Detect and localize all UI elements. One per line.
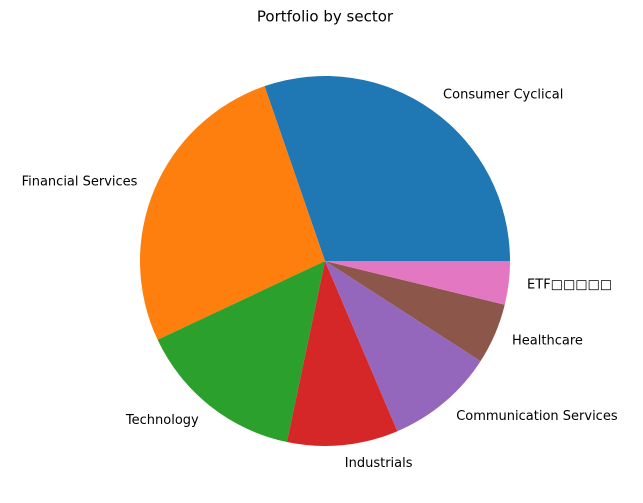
- slice-label: Healthcare: [512, 334, 583, 349]
- pie-slice: [157, 261, 325, 443]
- slice-label: Industrials: [345, 456, 413, 471]
- chart-title: Portfolio by sector: [257, 8, 394, 26]
- pie-slice: [264, 75, 510, 262]
- slice-label: Technology: [125, 413, 199, 428]
- pie-slice: [286, 261, 398, 447]
- slice-label: Financial Services: [22, 174, 138, 189]
- pie-slice: [325, 261, 481, 432]
- pie-slice: [325, 261, 505, 362]
- pie-slice: [325, 261, 510, 305]
- slice-label: Consumer Cyclical: [443, 88, 563, 103]
- slice-label: Communication Services: [456, 409, 618, 424]
- pie-slice: [139, 86, 325, 340]
- slice-label: ETF□□□□□: [527, 278, 612, 293]
